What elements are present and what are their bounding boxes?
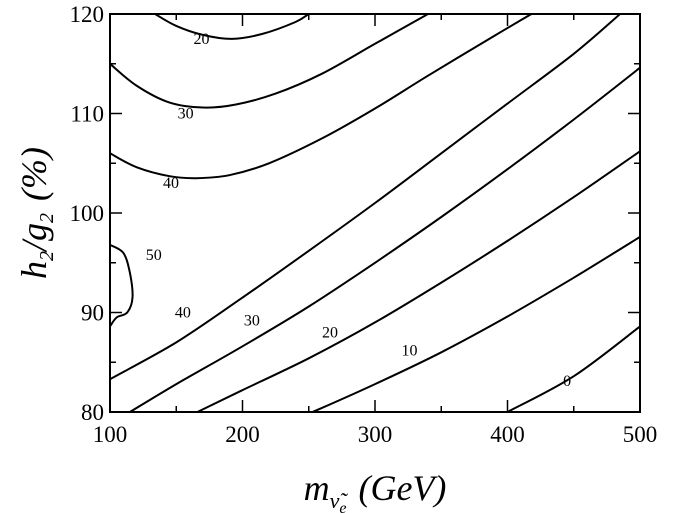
contour-line-30 xyxy=(129,66,641,413)
y-tick-label: 100 xyxy=(70,201,105,226)
x-tick-label: 400 xyxy=(490,422,525,447)
y-tick-label: 110 xyxy=(70,102,104,127)
contour-label-20: 20 xyxy=(193,31,209,48)
contour-label-0: 0 xyxy=(563,373,571,390)
y-tick-label: 120 xyxy=(70,2,105,27)
contour-line-30 xyxy=(109,13,429,109)
contour-label-50: 50 xyxy=(146,247,162,264)
x-axis-label: mν̃e(GeV) xyxy=(304,468,447,513)
y-tick-label: 80 xyxy=(81,400,104,425)
contour-label-40: 40 xyxy=(163,175,179,192)
contour-label-20: 20 xyxy=(322,324,338,341)
contour-line-20 xyxy=(196,150,641,413)
y-axis-label-unit: (%) xyxy=(14,147,54,201)
x-tick-label: 300 xyxy=(358,422,393,447)
contour-label-10: 10 xyxy=(402,342,418,359)
contour-line-0 xyxy=(507,325,641,413)
contour-lines xyxy=(109,13,641,413)
contour-labels: 20 30 40 50 40 30 20 10 0 xyxy=(146,31,571,390)
contour-label-30: 30 xyxy=(244,312,260,329)
y-axis-label-sub2: 2 xyxy=(36,213,58,223)
y-axis-label-main: h xyxy=(14,261,54,279)
contour-line-10 xyxy=(312,236,641,413)
contour-label-30: 30 xyxy=(178,105,194,122)
x-tick-label: 100 xyxy=(93,422,128,447)
plot-frame xyxy=(109,13,641,413)
tick-marks xyxy=(109,13,641,413)
x-tick-label: 500 xyxy=(623,422,658,447)
contour-label-40: 40 xyxy=(175,304,191,321)
y-tick-label: 90 xyxy=(81,301,104,326)
contour-line-40 xyxy=(109,13,621,381)
x-axis-label-main: m xyxy=(304,468,330,508)
x-axis-label-unit: (GeV) xyxy=(358,468,446,508)
y-axis-label-mid: /g xyxy=(14,223,54,253)
x-tick-label: 200 xyxy=(225,422,260,447)
contour-line-40 xyxy=(109,13,532,180)
y-axis-label: h2/g2(%) xyxy=(14,147,58,279)
contour-line-20 xyxy=(154,13,310,40)
x-axis-label-sub2: e xyxy=(339,500,346,513)
contour-line-50 xyxy=(109,243,134,327)
y-axis-label-sub1: 2 xyxy=(36,251,58,261)
